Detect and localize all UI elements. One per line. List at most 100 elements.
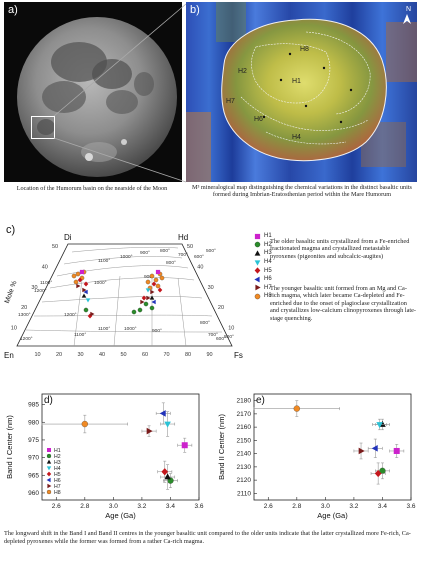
- y-axis-label: Band I Center (nm): [5, 415, 14, 479]
- chart-legend-item-h3: H3: [46, 459, 61, 466]
- marker-h3: [164, 473, 171, 480]
- text-younger-unit: The younger basaltic unit formed from an…: [270, 285, 417, 322]
- marker-h5: [374, 469, 382, 478]
- x-tick-label: 3.4: [166, 503, 175, 510]
- pyroxene-point-h8: [159, 275, 165, 281]
- y-tick-label: 975: [28, 437, 39, 444]
- legend-item-h6: H6: [254, 275, 294, 284]
- svg-text:600°: 600°: [216, 336, 226, 342]
- pyroxene-point-h7: [146, 295, 151, 301]
- pyroxene-point-h6: [83, 289, 88, 295]
- unit-label-h2: H2: [238, 68, 247, 75]
- y-tick-label: 2120: [237, 477, 252, 484]
- left-tick-label: 30: [31, 285, 37, 291]
- legend-marker-h2: [254, 242, 261, 248]
- unit-label-h7: H7: [226, 98, 235, 105]
- legend-marker-h4: [254, 259, 261, 266]
- panel-c-legend: H1 H2 H3 H4 H5 H6 H7 H8: [254, 232, 294, 301]
- marker-h8: [293, 405, 300, 412]
- y-tick-label: 2110: [237, 490, 251, 497]
- pyroxene-point-h7: [140, 299, 145, 305]
- panel-a-caption: Location of the Humorum basin on the nea…: [16, 185, 168, 192]
- marker-h1: [393, 447, 400, 454]
- pyroxene-point-h8: [73, 279, 79, 285]
- pyroxene-point-h6: [151, 299, 156, 305]
- svg-text:1300°: 1300°: [18, 312, 31, 318]
- pyroxene-point-h1: [79, 269, 85, 275]
- right-tick-label: 50: [187, 244, 193, 250]
- mineralogical-map: [186, 2, 417, 182]
- chart-legend-label: H5: [54, 472, 61, 478]
- legend-marker-h3: [46, 459, 52, 464]
- pyroxene-point-h7: [76, 283, 81, 289]
- marker-h6: [371, 445, 378, 452]
- pyroxene-point-h5: [141, 295, 147, 301]
- svg-text:1000°: 1000°: [94, 280, 107, 286]
- legend-label: H1: [264, 233, 272, 240]
- legend-marker-h4: [46, 466, 52, 471]
- left-tick-label: 20: [21, 305, 27, 311]
- legend-label: H7: [264, 284, 272, 291]
- left-tick-label: 10: [11, 326, 17, 332]
- unit-label-h6: H6: [254, 116, 263, 123]
- svg-text:700°: 700°: [208, 332, 218, 338]
- svg-text:500°: 500°: [206, 248, 216, 254]
- legend-marker-icon: [254, 267, 261, 274]
- x-tick-label: 2.8: [80, 503, 89, 510]
- svg-text:1100°: 1100°: [74, 332, 86, 338]
- base-en-label: En: [4, 351, 14, 360]
- legend-marker-h8: [46, 489, 52, 495]
- data-point-h4: [372, 418, 388, 431]
- y-tick-label: 965: [28, 472, 39, 479]
- chart-legend-label: H8: [54, 490, 61, 496]
- pyroxene-point-h2: [131, 309, 137, 315]
- data-point-h6: [367, 438, 383, 458]
- north-arrow-label: N: [405, 6, 411, 13]
- pyroxene-point-h3: [81, 293, 87, 298]
- pyroxene-point-h8: [75, 271, 81, 277]
- base-fs-label: Fs: [234, 351, 243, 360]
- legend-item-h2: H2: [254, 241, 294, 250]
- legend-marker-h1: [47, 448, 51, 452]
- pyroxene-point-h7: [82, 287, 87, 293]
- north-arrow-icon: [403, 14, 411, 24]
- pyroxene-point-h8: [145, 279, 151, 285]
- bottom-tick-label: 20: [56, 352, 62, 358]
- data-point-h4: [160, 411, 176, 437]
- x-tick-label: 3.2: [349, 503, 358, 510]
- legend-item-h4: H4: [254, 258, 294, 267]
- pyroxene-point-h3: [149, 295, 155, 300]
- svg-text:1000°: 1000°: [120, 254, 133, 260]
- x-axis-label: Age (Ga): [317, 511, 348, 520]
- chart-band2: e) 2.6 2.8 3.0 3.2 3.4 3.6 2110 2120 2130 2140 2150…: [217, 393, 416, 520]
- data-point-h1: [177, 437, 193, 453]
- panel-letter: e): [256, 395, 265, 406]
- svg-text:1100°: 1100°: [98, 258, 110, 264]
- pyroxene-point-h7: [90, 311, 95, 317]
- x-tick-label: 2.6: [264, 503, 273, 510]
- pyroxene-point-h5: [151, 281, 157, 287]
- y-tick-label: 2140: [237, 451, 252, 458]
- legend-marker-icon: [254, 293, 261, 300]
- data-point-h7: [353, 442, 369, 460]
- panel-a-letter: a): [8, 4, 18, 16]
- marker-h6: [159, 410, 166, 417]
- x-tick-label: 3.4: [378, 503, 387, 510]
- legend-item-h3: H3: [254, 249, 294, 258]
- chart-legend-label: H6: [54, 478, 61, 484]
- left-tick-label: 40: [42, 264, 48, 270]
- bottom-tick-label: 90: [207, 352, 213, 358]
- data-point-h2: [375, 462, 390, 480]
- pyroxene-point-h8: [149, 273, 155, 279]
- y-tick-label: 2150: [237, 437, 252, 444]
- pyroxene-point-h8: [153, 277, 159, 283]
- marker-h7: [146, 427, 153, 435]
- x-tick-label: 3.6: [406, 503, 415, 510]
- legend-label: H2: [264, 241, 272, 248]
- data-point-h6: [155, 402, 171, 425]
- y-axis-label: Band II Center (nm): [217, 414, 226, 480]
- pyroxene-point-h2: [83, 307, 89, 313]
- panel-letter: d): [44, 395, 53, 406]
- legend-marker-icon: [254, 259, 261, 266]
- bottom-tick-label: 50: [121, 352, 127, 358]
